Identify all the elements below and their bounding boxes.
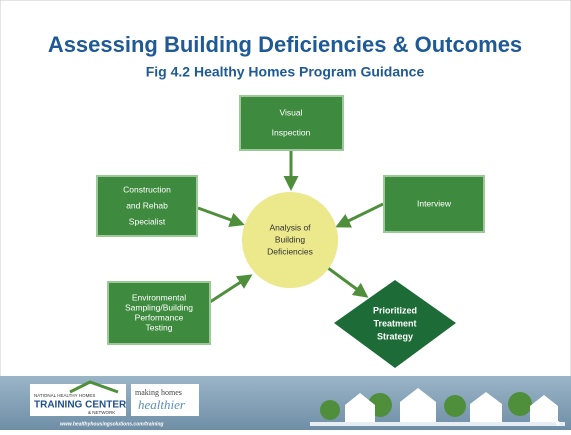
node-label: Strategy	[377, 331, 413, 341]
logo-top: NATIONAL HEALTHY HOMES	[34, 393, 95, 398]
node-label: Performance	[135, 312, 184, 322]
footer-url: www.healthyhousingsolutions.com/training	[60, 421, 163, 427]
page-number: 9	[556, 421, 560, 428]
title: Assessing Building Deficiencies & Outcom…	[48, 32, 522, 57]
node-label: Prioritized	[373, 305, 417, 315]
node-label: Building	[275, 234, 306, 244]
logo-main: TRAINING CENTER	[34, 400, 127, 411]
page: Assessing Building Deficiencies & Outcom…	[0, 0, 571, 435]
node-label: Environmental	[132, 292, 186, 302]
node-label: Specialist	[129, 216, 166, 226]
node-label: Interview	[417, 198, 452, 208]
tag-main: healthier	[138, 397, 186, 412]
node-label: Analysis of	[269, 222, 311, 232]
node-label: Construction	[123, 184, 171, 194]
logo-sub: & NETWORK	[88, 410, 115, 415]
slide: Assessing Building Deficiencies & Outcom…	[0, 0, 571, 430]
node-label: Deficiencies	[267, 246, 313, 256]
node-label: Testing	[146, 322, 173, 332]
node-label: and Rehab	[126, 200, 168, 210]
subtitle: Fig 4.2 Healthy Homes Program Guidance	[146, 64, 425, 80]
node-label: Sampling/Building	[125, 302, 193, 312]
node-box	[240, 96, 343, 150]
node-label: Visual	[280, 107, 303, 117]
node-label: Treatment	[373, 318, 416, 328]
node-label: Inspection	[272, 127, 311, 137]
tag-top: making homes	[135, 388, 182, 397]
